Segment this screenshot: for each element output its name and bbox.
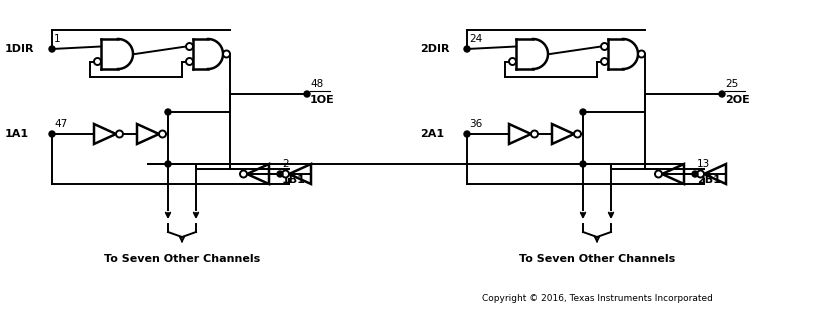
Text: 1DIR: 1DIR [5, 44, 35, 54]
Circle shape [165, 161, 171, 167]
Circle shape [240, 170, 247, 178]
Text: To Seven Other Channels: To Seven Other Channels [104, 254, 260, 264]
Text: 1A1: 1A1 [5, 129, 29, 139]
Circle shape [94, 58, 101, 65]
Text: 36: 36 [469, 119, 482, 129]
Circle shape [304, 91, 310, 97]
Circle shape [186, 58, 193, 65]
Text: 1B1: 1B1 [282, 175, 306, 185]
Circle shape [719, 91, 725, 97]
Circle shape [601, 43, 608, 50]
Text: 25: 25 [725, 79, 738, 89]
Circle shape [509, 58, 516, 65]
Text: Copyright © 2016, Texas Instruments Incorporated: Copyright © 2016, Texas Instruments Inco… [481, 294, 713, 303]
Text: 1: 1 [54, 34, 61, 44]
Text: 2DIR: 2DIR [420, 44, 449, 54]
Text: 48: 48 [310, 79, 323, 89]
Circle shape [159, 130, 166, 138]
Circle shape [116, 130, 123, 138]
Circle shape [580, 161, 586, 167]
Circle shape [464, 131, 470, 137]
Circle shape [223, 51, 230, 57]
Circle shape [165, 109, 171, 115]
Circle shape [282, 170, 289, 178]
Text: To Seven Other Channels: To Seven Other Channels [518, 254, 675, 264]
Text: 2: 2 [282, 159, 289, 169]
Circle shape [49, 131, 55, 137]
Circle shape [186, 43, 193, 50]
Circle shape [580, 109, 586, 115]
Circle shape [601, 58, 608, 65]
Text: 2OE: 2OE [725, 95, 750, 105]
Circle shape [692, 171, 698, 177]
Circle shape [655, 170, 662, 178]
Circle shape [464, 46, 470, 52]
Text: 13: 13 [697, 159, 710, 169]
Circle shape [697, 170, 704, 178]
Text: 24: 24 [469, 34, 482, 44]
Circle shape [277, 171, 283, 177]
Text: 47: 47 [54, 119, 67, 129]
Text: 2A1: 2A1 [420, 129, 444, 139]
Circle shape [49, 46, 55, 52]
Circle shape [531, 130, 538, 138]
Circle shape [638, 51, 645, 57]
Circle shape [574, 130, 581, 138]
Text: 1OE: 1OE [310, 95, 335, 105]
Text: 2B1: 2B1 [697, 175, 721, 185]
